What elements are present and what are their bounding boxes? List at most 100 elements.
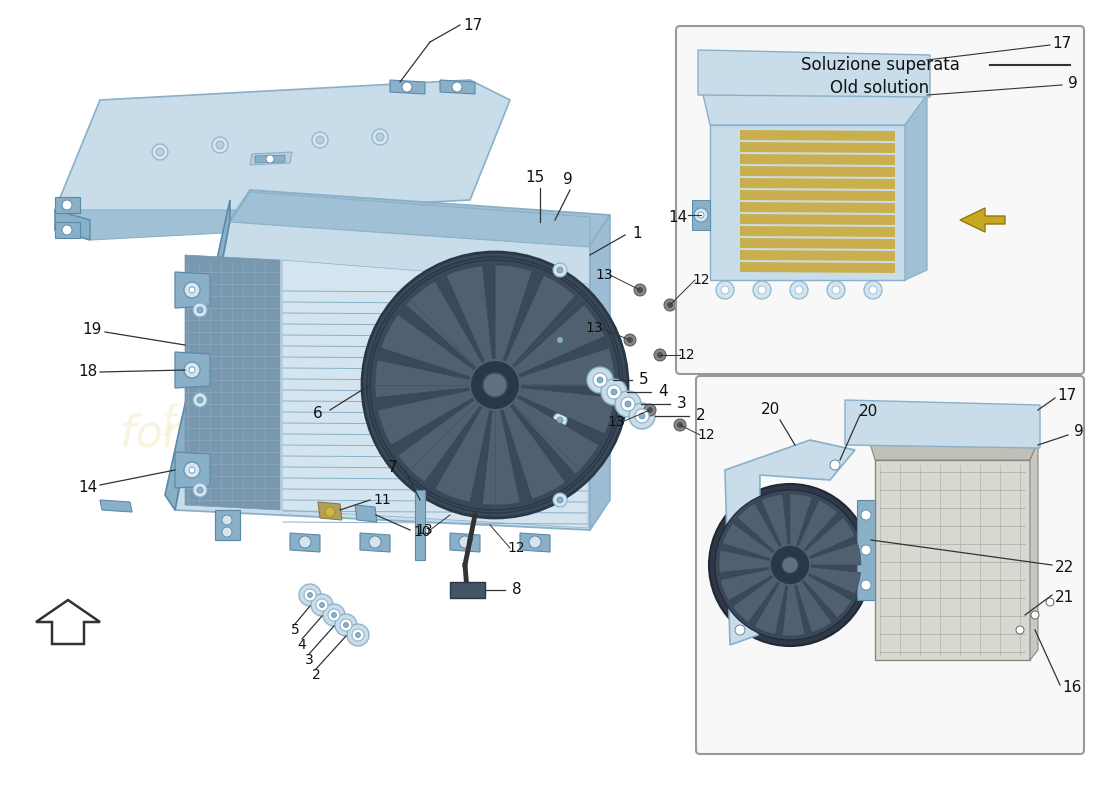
Polygon shape xyxy=(795,579,832,633)
Circle shape xyxy=(316,599,328,611)
Polygon shape xyxy=(702,90,927,125)
Circle shape xyxy=(452,82,462,92)
Circle shape xyxy=(312,132,328,148)
Circle shape xyxy=(601,379,627,405)
Polygon shape xyxy=(290,533,320,552)
Polygon shape xyxy=(720,569,774,601)
Circle shape xyxy=(638,287,642,293)
Polygon shape xyxy=(740,202,895,213)
Circle shape xyxy=(1016,626,1024,634)
Circle shape xyxy=(308,593,312,598)
Circle shape xyxy=(304,589,316,601)
Polygon shape xyxy=(447,266,493,365)
Circle shape xyxy=(627,338,632,342)
Polygon shape xyxy=(360,533,390,552)
Circle shape xyxy=(368,536,381,548)
Circle shape xyxy=(192,393,207,407)
Polygon shape xyxy=(692,200,710,230)
Circle shape xyxy=(553,493,566,507)
Polygon shape xyxy=(355,505,377,522)
Polygon shape xyxy=(803,518,855,558)
Polygon shape xyxy=(230,192,590,247)
Circle shape xyxy=(668,302,672,307)
Circle shape xyxy=(331,613,337,618)
Polygon shape xyxy=(415,490,425,560)
Polygon shape xyxy=(733,575,780,622)
Circle shape xyxy=(316,136,324,144)
Circle shape xyxy=(192,483,207,497)
Circle shape xyxy=(529,536,541,548)
Polygon shape xyxy=(737,503,781,553)
Text: a part
for performance: a part for performance xyxy=(120,363,481,456)
Text: 21: 21 xyxy=(1055,590,1075,606)
Text: 3: 3 xyxy=(305,653,314,667)
Text: 9: 9 xyxy=(1068,75,1078,90)
Circle shape xyxy=(610,389,617,395)
Circle shape xyxy=(644,404,656,416)
Polygon shape xyxy=(255,155,285,163)
Polygon shape xyxy=(398,398,482,482)
Circle shape xyxy=(634,284,646,296)
Circle shape xyxy=(197,487,204,493)
Polygon shape xyxy=(740,262,895,273)
Polygon shape xyxy=(806,567,860,594)
Polygon shape xyxy=(495,265,532,364)
Circle shape xyxy=(299,536,311,548)
Text: 17: 17 xyxy=(463,18,483,33)
Text: 11: 11 xyxy=(373,493,390,507)
Text: Soluzione superata: Soluzione superata xyxy=(801,56,959,74)
Polygon shape xyxy=(798,500,837,552)
Polygon shape xyxy=(740,250,895,261)
Circle shape xyxy=(597,377,603,383)
Circle shape xyxy=(639,413,645,419)
Text: 13: 13 xyxy=(607,415,625,429)
Text: 5: 5 xyxy=(290,623,299,637)
Text: 14: 14 xyxy=(669,210,688,225)
Polygon shape xyxy=(375,360,473,398)
Circle shape xyxy=(323,604,345,626)
Circle shape xyxy=(553,333,566,347)
Circle shape xyxy=(593,373,607,387)
Text: 9: 9 xyxy=(1074,425,1084,439)
Text: 3: 3 xyxy=(678,397,686,411)
Circle shape xyxy=(336,614,358,636)
Polygon shape xyxy=(761,494,788,549)
Polygon shape xyxy=(960,208,1005,232)
Polygon shape xyxy=(440,80,475,94)
Polygon shape xyxy=(1030,442,1038,660)
Polygon shape xyxy=(740,178,895,189)
Circle shape xyxy=(62,200,72,210)
Polygon shape xyxy=(483,406,520,505)
Text: 12: 12 xyxy=(697,428,715,442)
Text: 15: 15 xyxy=(526,170,544,186)
Polygon shape xyxy=(55,210,470,240)
Circle shape xyxy=(1031,611,1040,619)
Text: 14: 14 xyxy=(78,481,98,495)
Circle shape xyxy=(827,281,845,299)
Circle shape xyxy=(654,349,666,361)
Polygon shape xyxy=(165,200,230,510)
Text: 6: 6 xyxy=(314,406,323,421)
Circle shape xyxy=(197,397,204,403)
Circle shape xyxy=(189,467,195,473)
Polygon shape xyxy=(450,533,480,552)
Circle shape xyxy=(370,260,620,510)
Polygon shape xyxy=(857,500,874,600)
Circle shape xyxy=(184,282,200,298)
Text: 13: 13 xyxy=(585,321,603,335)
Polygon shape xyxy=(55,197,80,213)
Polygon shape xyxy=(185,255,280,510)
Circle shape xyxy=(710,484,871,646)
Polygon shape xyxy=(755,581,786,634)
Polygon shape xyxy=(175,220,590,530)
Circle shape xyxy=(754,281,771,299)
Circle shape xyxy=(629,403,654,429)
Polygon shape xyxy=(782,582,805,636)
Circle shape xyxy=(624,334,636,346)
FancyBboxPatch shape xyxy=(676,26,1084,374)
Polygon shape xyxy=(740,166,895,177)
Circle shape xyxy=(340,619,352,631)
Text: 10: 10 xyxy=(414,525,431,539)
Circle shape xyxy=(557,417,563,423)
Text: 12: 12 xyxy=(678,348,695,362)
